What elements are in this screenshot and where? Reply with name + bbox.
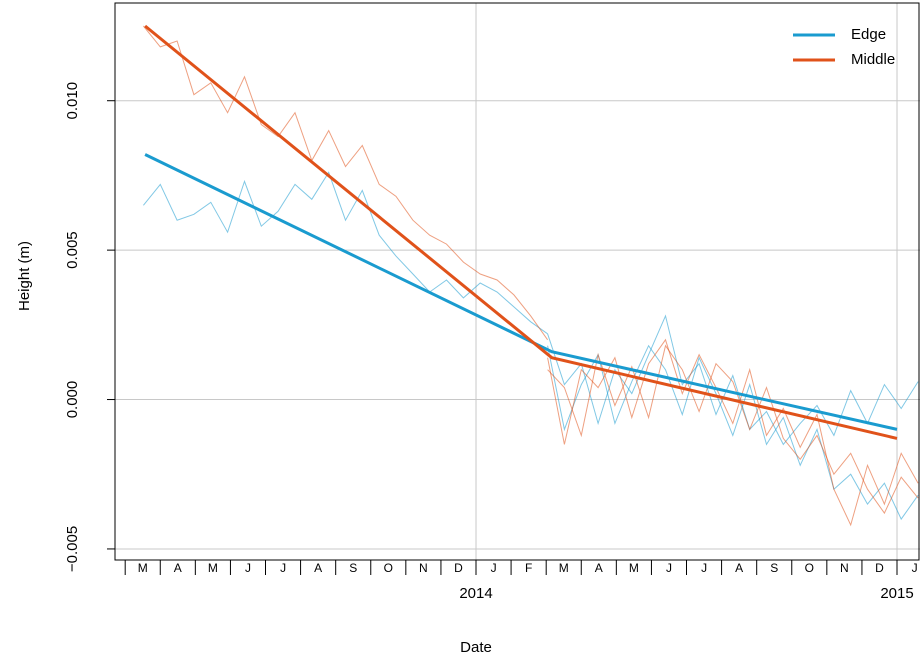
x-month-label: D bbox=[454, 561, 463, 575]
x-month-label: F bbox=[525, 561, 532, 575]
x-month-label: M bbox=[559, 561, 569, 575]
x-month-label: A bbox=[595, 561, 603, 575]
x-month-label: M bbox=[138, 561, 148, 575]
x-month-label: A bbox=[174, 561, 182, 575]
x-tick-label: 2015 bbox=[880, 585, 913, 602]
x-month-label: J bbox=[280, 561, 286, 575]
x-tick-label: 2014 bbox=[459, 585, 492, 602]
x-month-label: J bbox=[701, 561, 707, 575]
trace-line bbox=[547, 344, 919, 521]
x-month-label: J bbox=[912, 561, 918, 575]
x-month-label: O bbox=[805, 561, 814, 575]
x-month-label: J bbox=[245, 561, 251, 575]
y-tick-label: −0.005 bbox=[64, 526, 81, 572]
trace-line bbox=[547, 314, 919, 446]
x-month-label: S bbox=[770, 561, 778, 575]
x-month-label: N bbox=[419, 561, 428, 575]
y-axis-title: Height (m) bbox=[16, 241, 33, 311]
x-month-label: O bbox=[384, 561, 393, 575]
x-month-label: A bbox=[735, 561, 743, 575]
trace-line bbox=[143, 171, 548, 335]
y-tick-label: 0.005 bbox=[64, 231, 81, 269]
x-month-label: J bbox=[666, 561, 672, 575]
fit-line bbox=[144, 153, 898, 431]
fit-line bbox=[144, 24, 898, 440]
plot-frame bbox=[114, 2, 920, 561]
x-month-label: M bbox=[629, 561, 639, 575]
x-month-label: D bbox=[875, 561, 884, 575]
trace-line bbox=[547, 344, 919, 515]
x-month-label: N bbox=[840, 561, 849, 575]
legend-label: Middle bbox=[851, 51, 895, 68]
trace-line bbox=[143, 25, 549, 341]
x-month-label: S bbox=[349, 561, 357, 575]
x-month-label: J bbox=[491, 561, 497, 575]
x-axis-title: Date bbox=[460, 639, 492, 656]
x-month-label: A bbox=[314, 561, 322, 575]
y-tick-label: 0.000 bbox=[64, 381, 81, 419]
x-month-label: M bbox=[208, 561, 218, 575]
trace-line bbox=[547, 338, 919, 527]
y-tick-label: 0.010 bbox=[64, 82, 81, 120]
legend-label: Edge bbox=[851, 26, 886, 43]
